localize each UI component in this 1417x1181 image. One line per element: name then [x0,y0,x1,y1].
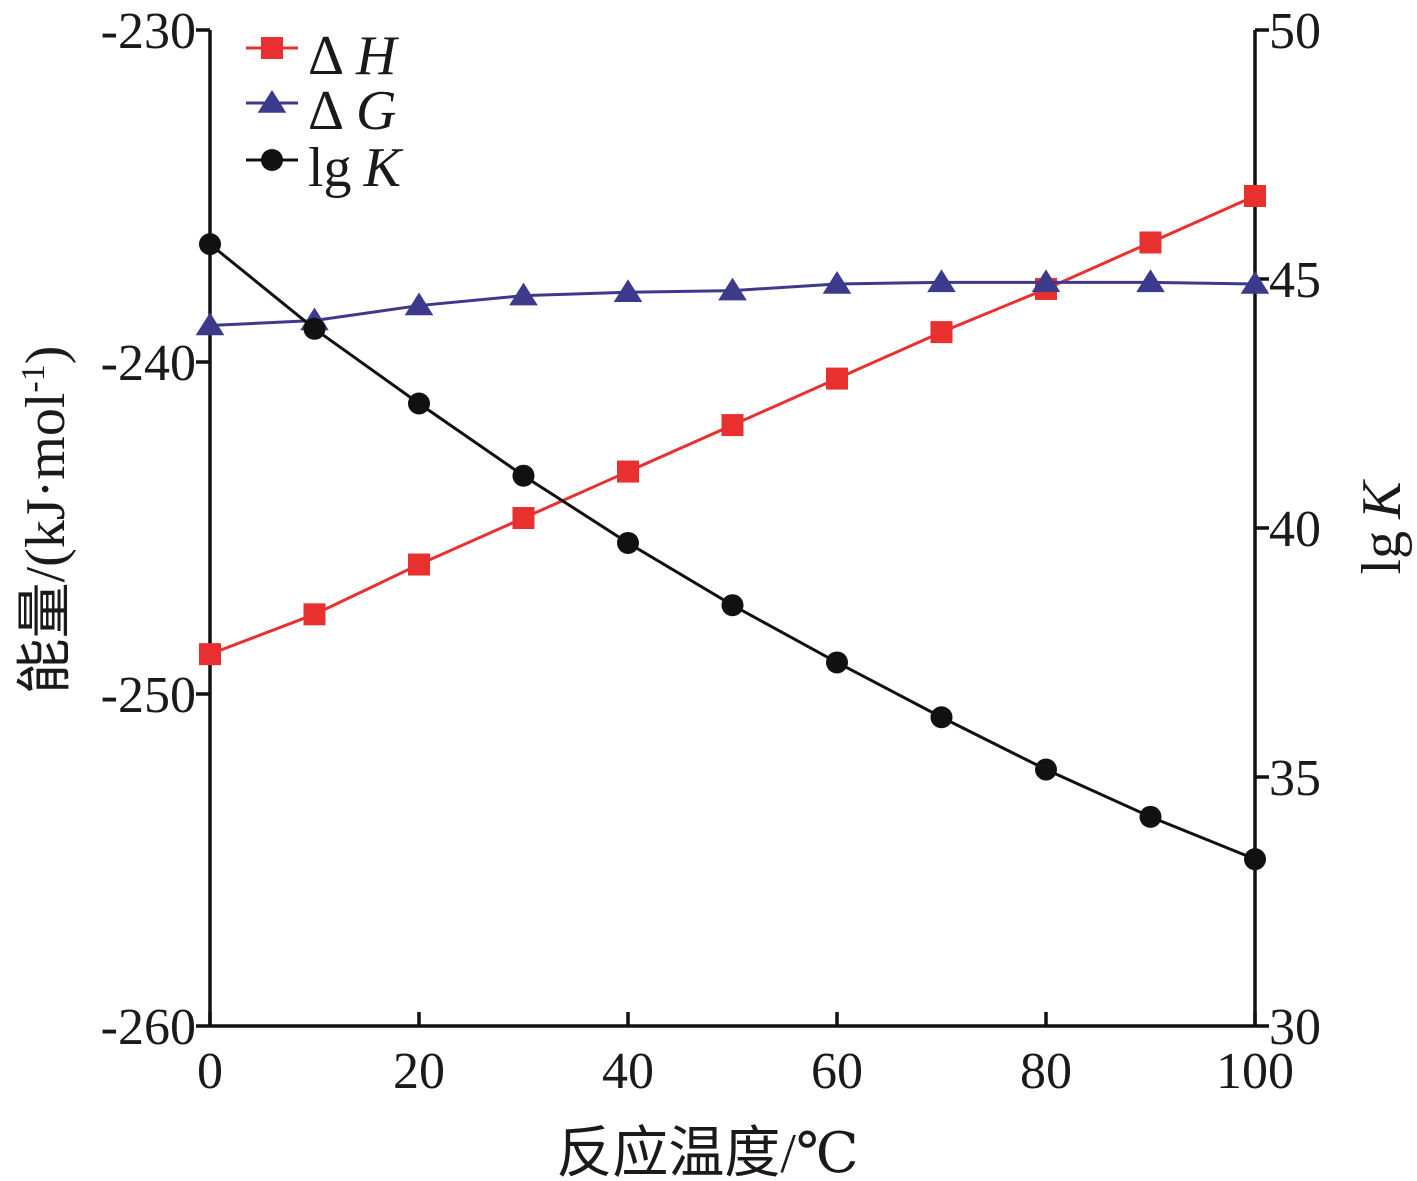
series-group [195,185,1270,871]
data-point [613,279,643,303]
data-point [199,643,221,666]
left-y-tick-label: -250 [101,667,196,724]
right-y-tick-label: 40 [1269,501,1321,558]
data-point [826,651,848,674]
data-point [408,553,430,576]
data-point [1244,185,1266,207]
data-point [1031,269,1061,293]
series-1 [195,269,1270,336]
left-y-title-main: 能量/(kJ·mol [15,393,77,695]
data-point [509,282,538,306]
data-point [617,531,639,554]
left-y-title-superscript: -1 [15,364,52,392]
x-axis-title: 反应温度/℃ [556,1123,858,1181]
legend-symbol: lg [308,137,352,199]
right-y-tick-label: 50 [1269,3,1321,60]
data-point [1035,758,1057,781]
legend-marker [261,37,283,59]
legend-variable: G [356,80,396,142]
right-y-tick-label: 30 [1269,999,1321,1056]
data-point [1136,269,1165,293]
data-point [303,317,326,340]
right-y-tick-label: 45 [1269,252,1321,309]
legend-variable: K [363,137,404,199]
right-y-axis-title: lg K [1351,479,1413,575]
data-point [512,464,535,487]
left-y-axis-title: 能量/(kJ·mol-1) [15,346,77,695]
legend-marker [261,149,283,171]
series-2 [199,233,1266,871]
data-point [1244,848,1266,871]
x-tick-label: 20 [393,1043,445,1100]
data-point [408,392,430,415]
legend-symbol: Δ [308,25,344,87]
legend-symbol: Δ [308,80,344,142]
legend-item: lg K [246,137,404,199]
data-point [1139,805,1162,828]
x-tick-label: 80 [1020,1043,1072,1100]
data-point [721,414,744,437]
legend-variable: H [355,25,399,87]
data-point [927,269,956,293]
data-point [718,277,747,301]
legend-label: lg K [308,137,404,199]
right-y-tick-label: 35 [1269,750,1321,807]
left-y-tick-label: -230 [101,3,196,60]
data-point [822,270,852,294]
data-point [930,706,953,729]
data-point [1139,231,1162,254]
series-line [209,242,1256,861]
data-point [199,233,221,256]
data-point [303,603,326,626]
right-y-title-lg: lg [1351,531,1413,575]
legend-marker [257,90,287,113]
data-point [826,367,848,390]
data-point [617,460,639,483]
x-tick-label: 100 [1216,1043,1294,1100]
left-y-title-close: ) [15,346,77,365]
axes-group: 0 20 40 60 80 100 -230 -240 -250 -260 50 45 40 35 30 [101,3,1321,1100]
data-point [721,594,744,617]
right-y-title-k: K [1351,479,1413,520]
data-point [930,321,953,344]
axis-titles: 反应温度/℃ 能量/(kJ·mol-1) lg K [15,346,1413,1181]
data-point [404,292,434,316]
data-point [512,507,535,530]
x-tick-label: 0 [197,1043,223,1100]
legend: Δ HΔ Glg K [246,25,404,199]
data-point [1240,270,1270,294]
series-0 [199,185,1266,666]
x-tick-label: 40 [602,1043,654,1100]
left-y-tick-label: -260 [101,999,196,1056]
left-y-tick-label: -240 [101,335,196,392]
data-point [195,312,225,336]
x-tick-label: 60 [811,1043,863,1100]
